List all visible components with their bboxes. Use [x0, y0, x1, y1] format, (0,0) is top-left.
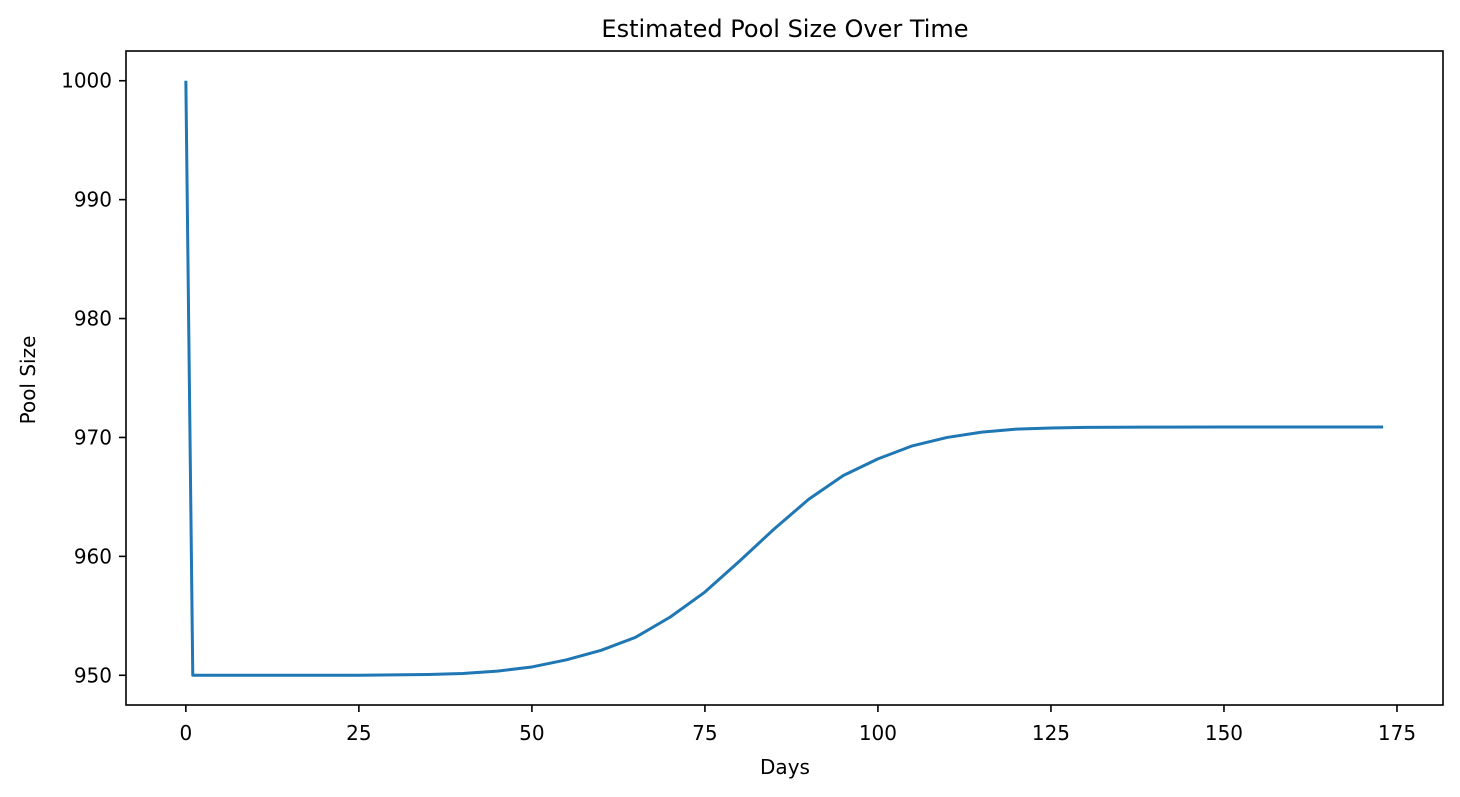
y-tick-label: 980: [74, 307, 112, 331]
y-tick-label: 960: [74, 544, 112, 568]
plot-area-frame: [125, 50, 1444, 706]
x-tick-label: 100: [859, 721, 897, 745]
y-tick-label: 970: [74, 425, 112, 449]
x-axis-ticks: 0 25 50 75 100 125 150 175: [179, 705, 1416, 745]
series-layer: [184, 80, 1384, 677]
y-tick-label: 990: [74, 188, 112, 212]
x-tick-label: 0: [179, 721, 192, 745]
x-tick-label: 75: [692, 721, 717, 745]
y-tick-label: 1000: [61, 69, 112, 93]
x-tick-label: 25: [346, 721, 371, 745]
y-tick-label: 950: [74, 663, 112, 687]
x-tick-label: 125: [1032, 721, 1070, 745]
x-tick-label: 50: [519, 721, 544, 745]
chart-title: Estimated Pool Size Over Time: [601, 15, 968, 43]
x-axis-label: Days: [760, 755, 810, 779]
y-axis-ticks: 950 960 970 980 990 1000: [61, 69, 126, 687]
x-tick-label: 175: [1378, 721, 1416, 745]
y-axis-label: Pool Size: [16, 336, 40, 425]
x-tick-label: 150: [1205, 721, 1243, 745]
series-line-0: [184, 80, 1384, 677]
